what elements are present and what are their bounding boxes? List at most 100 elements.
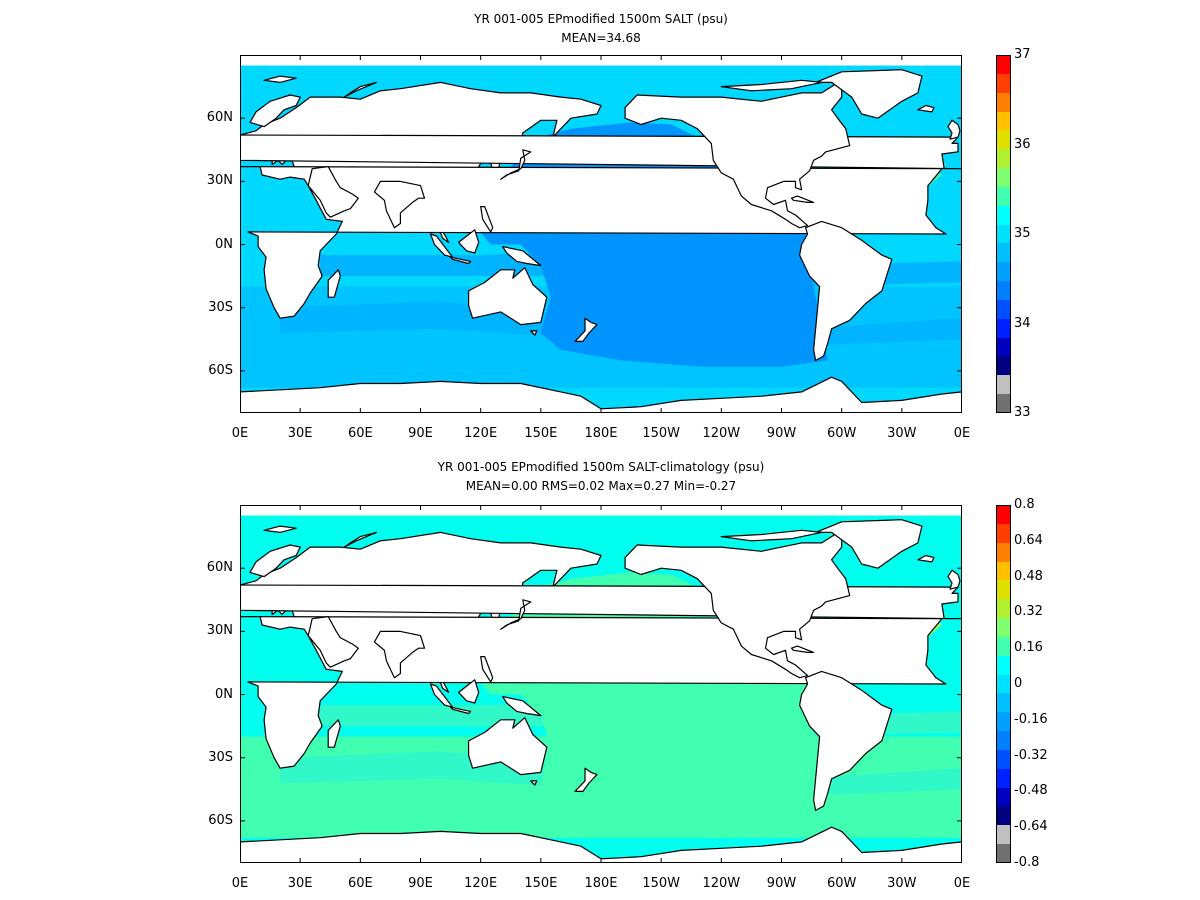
colorbar-swatch bbox=[996, 693, 1011, 713]
colorbar-swatch bbox=[996, 542, 1011, 562]
landmass-arabia_fix bbox=[307, 165, 359, 218]
landmass-cuba bbox=[790, 195, 815, 203]
landmass-newzealand bbox=[574, 767, 598, 792]
landmass-madagascar bbox=[327, 719, 341, 748]
landmass-sumatra bbox=[429, 683, 454, 708]
landmass-antarctica bbox=[240, 376, 962, 413]
colorbar-label: 34 bbox=[1014, 315, 1031, 331]
landmass-iceland bbox=[917, 104, 935, 113]
lon-label: 0E bbox=[231, 426, 249, 441]
lon-label: 0E bbox=[953, 426, 971, 441]
landmass-borneo bbox=[458, 229, 480, 254]
colorbar-label: 0.64 bbox=[1014, 532, 1043, 548]
colorbar-label: 36 bbox=[1014, 136, 1031, 152]
colorbar-swatch bbox=[996, 111, 1011, 131]
lon-label: 120W bbox=[702, 426, 741, 441]
lat-label: 60N bbox=[206, 560, 233, 576]
landmass-northamerica bbox=[624, 79, 851, 229]
landmass-philippines bbox=[480, 206, 494, 233]
colorbar-swatch bbox=[996, 243, 1011, 263]
colorbar-swatch bbox=[996, 655, 1011, 676]
lon-label: 30E bbox=[287, 876, 313, 891]
lon-label: 0E bbox=[231, 876, 249, 891]
panel-title: YR 001-005 EPmodified 1500m SALT-climato… bbox=[240, 460, 962, 494]
lon-label: 90W bbox=[766, 426, 797, 441]
salinity-panel: YR 001-005 EPmodified 1500m SALT (psu) M… bbox=[206, 12, 1031, 441]
landmass-greenland bbox=[814, 519, 923, 569]
colorbar-label: -0.64 bbox=[1014, 819, 1048, 835]
colorbar-swatch bbox=[996, 149, 1011, 169]
landmass-arabia_fix bbox=[307, 615, 359, 668]
colorbar-swatch bbox=[996, 787, 1011, 807]
lat-label: 60S bbox=[208, 812, 233, 828]
colorbar-swatch bbox=[996, 580, 1011, 600]
colorbar-swatch bbox=[996, 224, 1011, 244]
map-canvas bbox=[240, 55, 962, 413]
landmass-borneo bbox=[458, 679, 480, 704]
colorbar-swatch bbox=[996, 73, 1011, 94]
landmass-scandinavia bbox=[249, 94, 301, 128]
salinity-anomaly-panel: YR 001-005 EPmodified 1500m SALT-climato… bbox=[0, 450, 1200, 900]
landmass-antarctica bbox=[240, 826, 962, 863]
colorbar-swatch bbox=[996, 561, 1011, 581]
lon-label: 30W bbox=[887, 876, 917, 891]
title-line-2: MEAN=34.68 bbox=[561, 31, 641, 45]
lat-label: 0N bbox=[215, 686, 233, 702]
colorbar-swatch bbox=[996, 505, 1011, 525]
lat-label: 30S bbox=[208, 299, 233, 315]
landmass-india bbox=[373, 180, 426, 229]
colorbar-swatch bbox=[996, 281, 1011, 301]
world-map bbox=[240, 55, 962, 413]
colorbar-swatch bbox=[996, 394, 1011, 414]
landmass-southamerica bbox=[798, 220, 893, 361]
landmass-britain bbox=[947, 569, 961, 590]
colorbar-swatch bbox=[996, 337, 1011, 357]
colorbar-swatch bbox=[996, 262, 1011, 282]
landmass-tasmania bbox=[530, 780, 538, 786]
title-line-2: MEAN=0.00 RMS=0.02 Max=0.27 Min=-0.27 bbox=[465, 479, 737, 493]
colorbar-frame bbox=[996, 55, 1011, 413]
colorbar-label: 33 bbox=[1014, 405, 1031, 420]
lat-label: 60N bbox=[206, 110, 233, 126]
colorbar bbox=[996, 505, 1011, 864]
landmass-novaya bbox=[343, 81, 377, 98]
colorbar-label: 0.48 bbox=[1014, 568, 1043, 584]
landmass-britain bbox=[947, 119, 961, 140]
lon-label: 180E bbox=[584, 426, 618, 441]
landmass-india bbox=[373, 630, 426, 679]
lon-label: 120E bbox=[464, 426, 498, 441]
lon-label: 90E bbox=[408, 876, 433, 891]
lat-label: 0N bbox=[215, 236, 233, 252]
landmass-japan bbox=[500, 599, 532, 630]
landmass-southamerica bbox=[798, 670, 893, 811]
colorbar-frame bbox=[996, 505, 1011, 863]
colorbar-swatch bbox=[996, 168, 1011, 188]
lon-label: 120W bbox=[702, 876, 741, 891]
landmass-tasmania bbox=[530, 330, 538, 336]
lat-label: 60S bbox=[208, 362, 233, 378]
colorbar bbox=[996, 55, 1011, 414]
colorbar-swatch bbox=[996, 844, 1011, 864]
lon-label: 120E bbox=[464, 876, 498, 891]
map-canvas bbox=[240, 505, 962, 863]
colorbar-label: 0 bbox=[1014, 676, 1023, 691]
colorbar-swatch bbox=[996, 299, 1011, 320]
landmass-java bbox=[450, 706, 472, 715]
lon-label: 60W bbox=[826, 426, 857, 441]
colorbar-label: -0.8 bbox=[1014, 855, 1040, 870]
colorbar-swatch bbox=[996, 356, 1011, 376]
colorbar-label: 37 bbox=[1014, 47, 1031, 62]
title-line-1: YR 001-005 EPmodified 1500m SALT (psu) bbox=[474, 12, 728, 26]
polar-mask bbox=[240, 55, 962, 66]
landmass-australia bbox=[468, 267, 548, 326]
landmass-greenland bbox=[814, 69, 923, 119]
lon-label: 180E bbox=[584, 876, 618, 891]
lon-label: 90E bbox=[408, 426, 433, 441]
lon-label: 60E bbox=[347, 876, 373, 891]
colorbar-swatch bbox=[996, 186, 1011, 207]
lon-label: 0E bbox=[953, 876, 971, 891]
lon-label: 30E bbox=[287, 426, 313, 441]
landmass-newzealand bbox=[574, 317, 598, 342]
colorbar-label: 0.32 bbox=[1014, 604, 1043, 620]
landmass-sumatra bbox=[429, 233, 454, 258]
